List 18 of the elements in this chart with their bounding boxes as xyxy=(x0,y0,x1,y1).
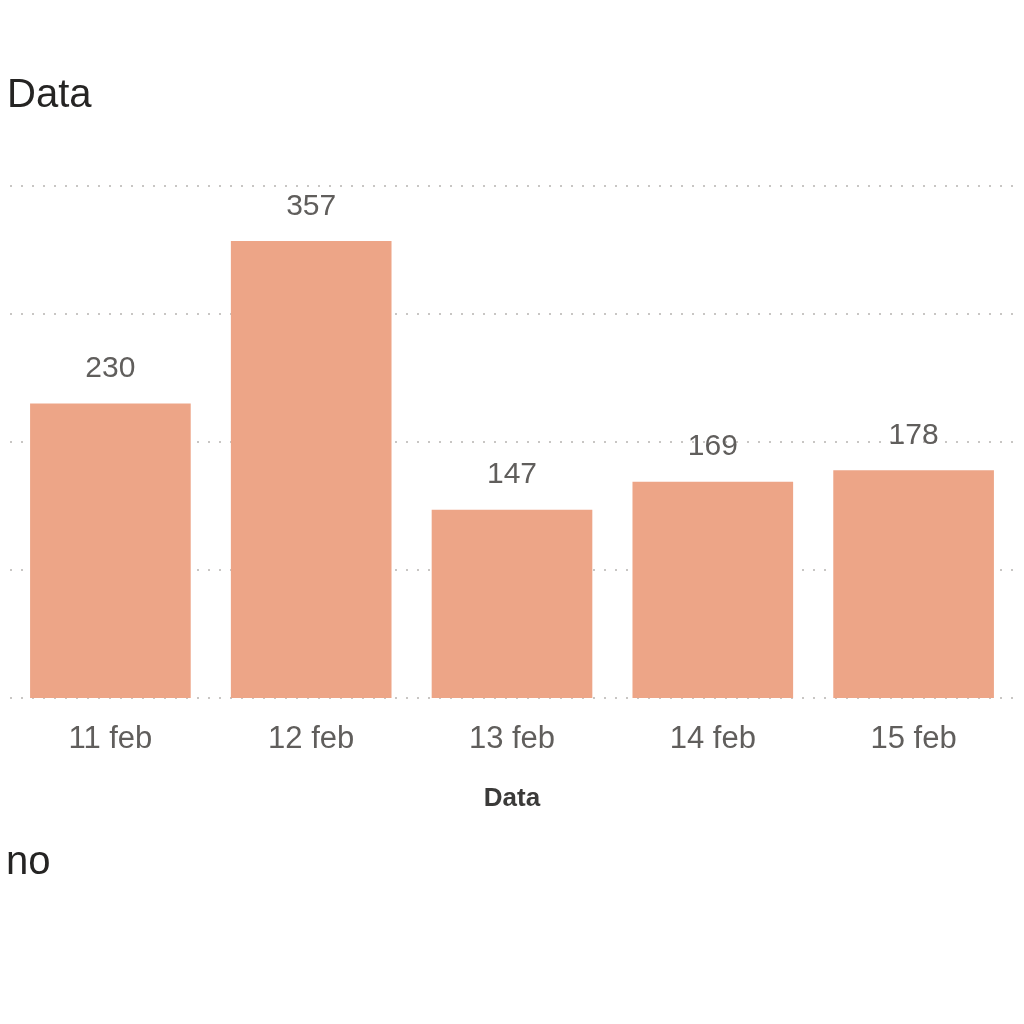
data-label: 178 xyxy=(888,416,939,450)
data-label: 230 xyxy=(85,350,136,384)
bar xyxy=(230,241,392,698)
bar xyxy=(431,509,593,698)
x-tick-label: 15 feb xyxy=(870,720,957,755)
data-label: 357 xyxy=(286,187,337,221)
chart-title: Data xyxy=(7,71,93,115)
bar xyxy=(632,481,794,698)
data-label: 147 xyxy=(486,456,538,490)
x-tick-label: 14 feb xyxy=(669,720,756,755)
x-tick-label: 12 feb xyxy=(268,720,355,755)
x-tick-label: 11 feb xyxy=(68,720,153,755)
bar xyxy=(30,403,191,698)
bar xyxy=(833,470,994,698)
data-label: 169 xyxy=(687,428,738,462)
text: no xyxy=(6,838,51,882)
x-axis-title: Data xyxy=(483,782,541,812)
x-tick-label: 13 feb xyxy=(468,720,556,755)
